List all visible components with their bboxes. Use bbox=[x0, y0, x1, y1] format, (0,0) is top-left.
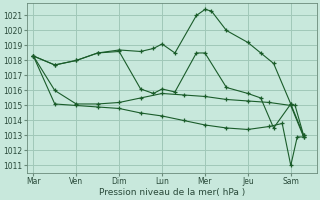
X-axis label: Pression niveau de la mer( hPa ): Pression niveau de la mer( hPa ) bbox=[99, 188, 245, 197]
